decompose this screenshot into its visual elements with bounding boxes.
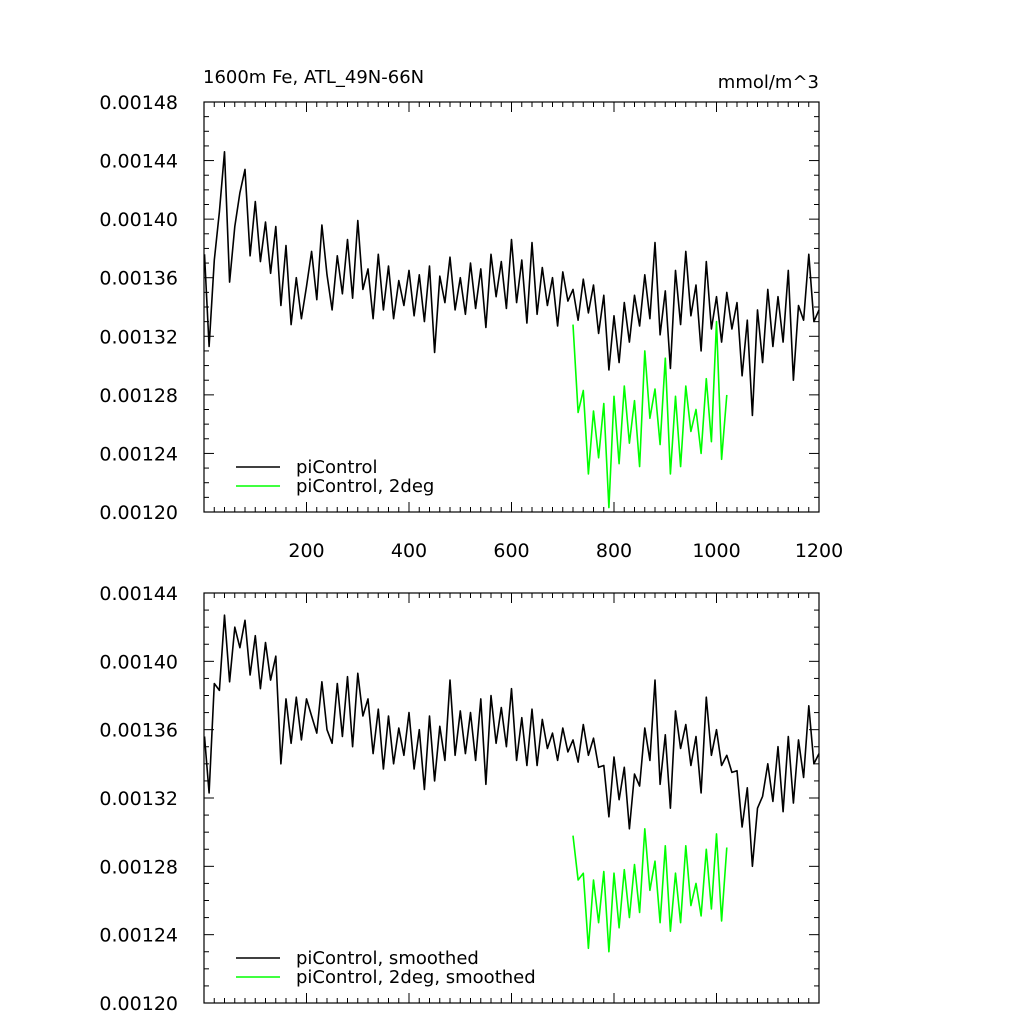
- y-tick-label: 0.00124: [99, 443, 178, 465]
- legend-label: piControl, 2deg: [296, 476, 434, 497]
- y-tick-label: 0.00132: [99, 326, 178, 348]
- plot-frame: [203, 592, 820, 1004]
- y-tick-label: 0.00120: [99, 502, 178, 524]
- legend-label: piControl, 2deg, smoothed: [296, 967, 536, 988]
- y-tick-label: 0.00128: [99, 856, 178, 878]
- units-label: mmol/m^3: [718, 72, 819, 93]
- top-panel: 1600m Fe, ATL_49N-66N mmol/m^3 0.00120 0.…: [99, 67, 843, 562]
- series-line-picontrol-2deg: [572, 320, 728, 509]
- y-tick-label: 0.00144: [99, 151, 178, 173]
- y-tick-label: 0.00148: [99, 92, 178, 114]
- series-line-picontrol: [203, 151, 820, 417]
- series-line-picontrol-2deg: [572, 827, 728, 953]
- y-tick-label: 0.00136: [99, 720, 178, 742]
- y-tick-label: 0.00120: [99, 993, 178, 1015]
- x-tick-label: 800: [596, 540, 632, 562]
- x-tick-label: 400: [391, 540, 427, 562]
- y-tick-label: 0.00144: [99, 583, 178, 605]
- legend-label: piControl: [296, 457, 378, 478]
- x-tick-label: 1000: [692, 540, 740, 562]
- y-tick-label: 0.00136: [99, 268, 178, 290]
- x-tick-label: 600: [493, 540, 529, 562]
- y-tick-label: 0.00124: [99, 925, 178, 947]
- y-tick-label: 0.00132: [99, 788, 178, 810]
- x-tick-label: 1200: [795, 540, 843, 562]
- x-tick-label: 200: [288, 540, 324, 562]
- y-tick-label: 0.00140: [99, 651, 178, 673]
- chart-title: 1600m Fe, ATL_49N-66N: [203, 67, 424, 88]
- bottom-panel: 0.00120 0.00124 0.00128 0.00132 0.00136 0.001…: [99, 583, 820, 1015]
- y-tick-label: 0.00128: [99, 385, 178, 407]
- plot-frame: [203, 101, 820, 513]
- legend-label: piControl, smoothed: [296, 948, 479, 969]
- series-line-picontrol: [203, 614, 820, 868]
- y-tick-label: 0.00140: [99, 209, 178, 231]
